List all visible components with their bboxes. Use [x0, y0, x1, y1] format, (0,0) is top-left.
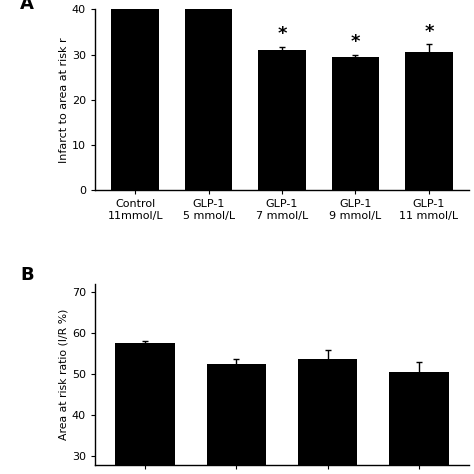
Text: A: A	[20, 0, 34, 13]
Text: *: *	[277, 25, 287, 43]
Text: *: *	[351, 34, 360, 52]
Bar	[207, 364, 266, 474]
Bar	[185, 0, 232, 190]
Bar	[405, 52, 453, 190]
Text: B: B	[20, 266, 34, 284]
Bar	[258, 50, 306, 190]
Y-axis label: Infarct to area at risk r: Infarct to area at risk r	[59, 37, 69, 163]
Bar	[111, 0, 159, 190]
Bar	[298, 359, 357, 474]
Bar	[115, 344, 175, 474]
Y-axis label: Area at risk ratio (I/R %): Area at risk ratio (I/R %)	[59, 309, 69, 440]
Bar	[389, 372, 449, 474]
Bar	[332, 57, 379, 190]
Text: *: *	[424, 23, 434, 41]
